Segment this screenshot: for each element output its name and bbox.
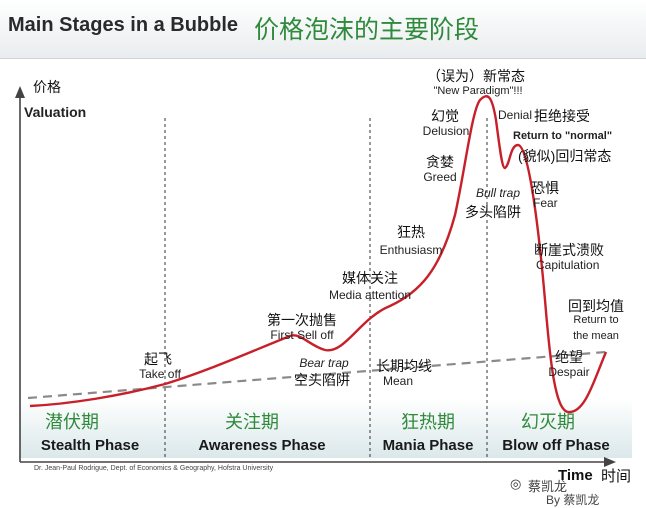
- new-paradigm-en: "New Paradigm"!!!: [433, 85, 523, 97]
- return-mean-zh: 回到均值: [568, 298, 624, 314]
- y-axis-arrow: [15, 86, 25, 98]
- x-axis-label: Time: [558, 467, 593, 484]
- delusion-zh: 幻觉: [431, 108, 459, 124]
- x-axis-label-zh: 时间: [601, 468, 632, 485]
- greed-zh: 贪婪: [426, 154, 454, 170]
- phase-blowoff-en: Blow off Phase: [502, 437, 610, 454]
- phase-blowoff-zh: 幻灭期: [521, 412, 575, 433]
- enthusiasm-zh: 狂热: [397, 224, 425, 240]
- first-selloff-en: First Sell off: [270, 328, 334, 342]
- mean-en: Mean: [382, 374, 414, 388]
- capitulation-en: Capitulation: [536, 258, 600, 272]
- return-normal-en: Return to "normal": [513, 130, 613, 142]
- denial-en: Denial: [498, 108, 533, 122]
- bull-trap-en: Bull trap: [476, 186, 521, 200]
- watermark-icon: ◎: [510, 476, 522, 491]
- return-normal-zh: (貌似)回归常态: [518, 148, 612, 164]
- first-selloff-zh: 第一次抛售: [267, 312, 337, 328]
- phase-band: [20, 398, 632, 458]
- title-english: Main Stages in a Bubble: [8, 14, 239, 36]
- phase-awareness-zh: 关注期: [225, 412, 279, 433]
- bear-trap-zh: 空头陷阱: [294, 372, 350, 388]
- media-attention-zh: 媒体关注: [342, 270, 398, 286]
- watermark-line2: By 蔡凯龙: [546, 493, 600, 507]
- mean-zh: 长期均线: [376, 358, 432, 374]
- y-axis-label: Valuation: [24, 104, 87, 120]
- greed-en: Greed: [423, 170, 457, 184]
- delusion-en: Delusion: [422, 124, 470, 138]
- phase-mania-zh: 狂热期: [401, 412, 455, 433]
- new-paradigm-zh: （误为）新常态: [427, 68, 525, 84]
- watermark-line1: 蔡凯龙: [528, 479, 568, 494]
- media-attention-en: Media attention: [328, 288, 412, 302]
- title-chinese: 价格泡沫的主要阶段: [254, 15, 480, 44]
- y-axis-label-zh: 价格: [33, 79, 61, 95]
- takeoff-en: Take off: [139, 367, 181, 381]
- x-axis-arrow: [604, 457, 616, 467]
- phase-stealth-zh: 潜伏期: [45, 412, 99, 433]
- capitulation-zh: 断崖式溃败: [534, 242, 604, 258]
- bull-trap-zh: 多头陷阱: [465, 204, 521, 220]
- mean-line: [27, 350, 607, 400]
- fear-zh: 恐惧: [531, 180, 559, 196]
- denial-zh: 拒绝接受: [534, 108, 590, 124]
- phase-awareness-en: Awareness Phase: [198, 437, 326, 454]
- takeoff-zh: 起飞: [144, 351, 172, 367]
- phase-mania-en: Mania Phase: [382, 437, 474, 454]
- return-mean-en-1: Return to: [573, 314, 619, 326]
- despair-zh: 绝望: [555, 349, 583, 365]
- fear-en: Fear: [533, 196, 558, 210]
- enthusiasm-en: Enthusiasm: [379, 243, 443, 257]
- title-bar: Main Stages in a Bubble 价格泡沫的主要阶段: [0, 0, 646, 59]
- despair-en: Despair: [548, 365, 590, 379]
- phase-stealth-en: Stealth Phase: [40, 437, 140, 454]
- return-mean-en-2: the mean: [573, 330, 619, 342]
- bubble-curve: [29, 95, 608, 414]
- bear-trap-en: Bear trap: [299, 356, 349, 370]
- source-credit: Dr. Jean-Paul Rodrigue, Dept. of Economi…: [34, 465, 274, 472]
